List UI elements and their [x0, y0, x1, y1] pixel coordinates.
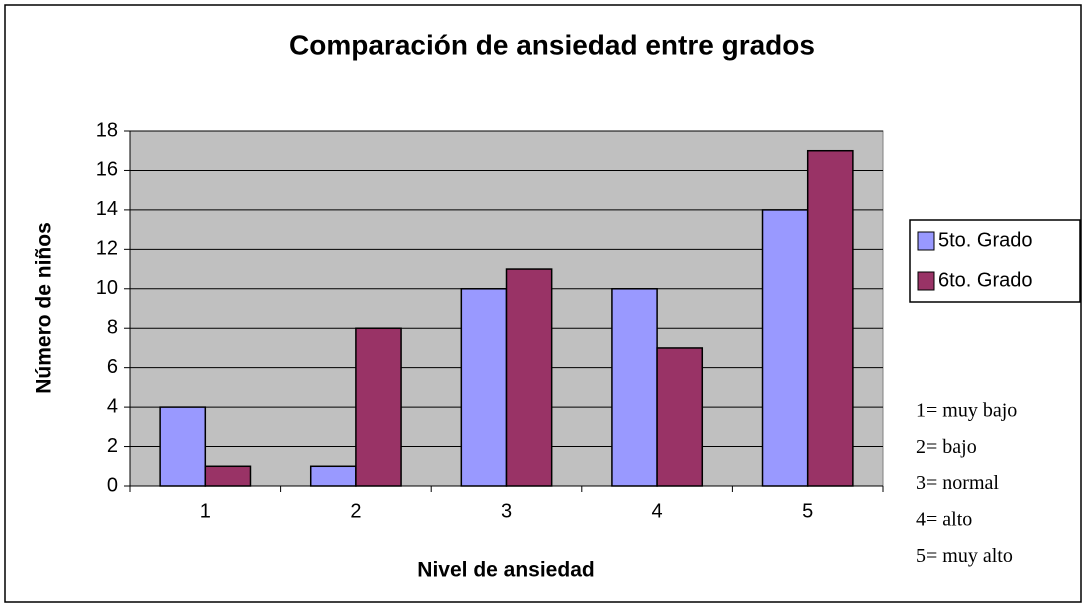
y-tick-label: 6 [107, 356, 118, 378]
annotation: 3= normal [916, 472, 999, 494]
legend-swatch [917, 271, 935, 291]
legend-swatch [917, 231, 935, 251]
y-tick-label: 10 [96, 277, 118, 299]
bar [309, 465, 357, 487]
annotation: 2= bajo [916, 436, 977, 458]
bar [505, 268, 553, 487]
legend-label: 6to. Grado [938, 269, 1033, 291]
bar [159, 406, 207, 487]
annotation: 4= alto [916, 508, 972, 530]
x-tick-label: 3 [501, 500, 512, 522]
x-tick-label: 5 [802, 500, 813, 522]
y-tick-label: 8 [107, 317, 118, 339]
legend-box [909, 219, 1081, 303]
y-tick-label: 14 [96, 198, 118, 220]
y-axis-label: Número de niños [33, 222, 56, 394]
x-axis-label: Nivel de ansiedad [417, 559, 594, 582]
chart-title: Comparación de ansiedad entre grados [289, 29, 815, 60]
y-tick-label: 18 [96, 119, 118, 141]
bar [611, 288, 658, 487]
x-tick-label: 2 [350, 500, 361, 522]
x-tick-label: 1 [200, 500, 211, 522]
bar [656, 347, 704, 487]
annotation: 1= muy bajo [916, 400, 1017, 422]
y-tick-label: 4 [107, 395, 118, 417]
bar [355, 327, 402, 487]
y-tick-label: 16 [96, 159, 118, 181]
bar [761, 209, 809, 487]
annotation: 5= muy alto [916, 545, 1013, 567]
legend-label: 5to. Grado [938, 229, 1033, 251]
y-tick-label: 12 [96, 238, 118, 260]
bar [204, 465, 252, 487]
y-tick-label: 0 [107, 474, 118, 496]
bar [460, 288, 508, 487]
bar [806, 149, 854, 487]
y-tick-label: 2 [107, 435, 118, 457]
x-tick-label: 4 [652, 500, 663, 522]
